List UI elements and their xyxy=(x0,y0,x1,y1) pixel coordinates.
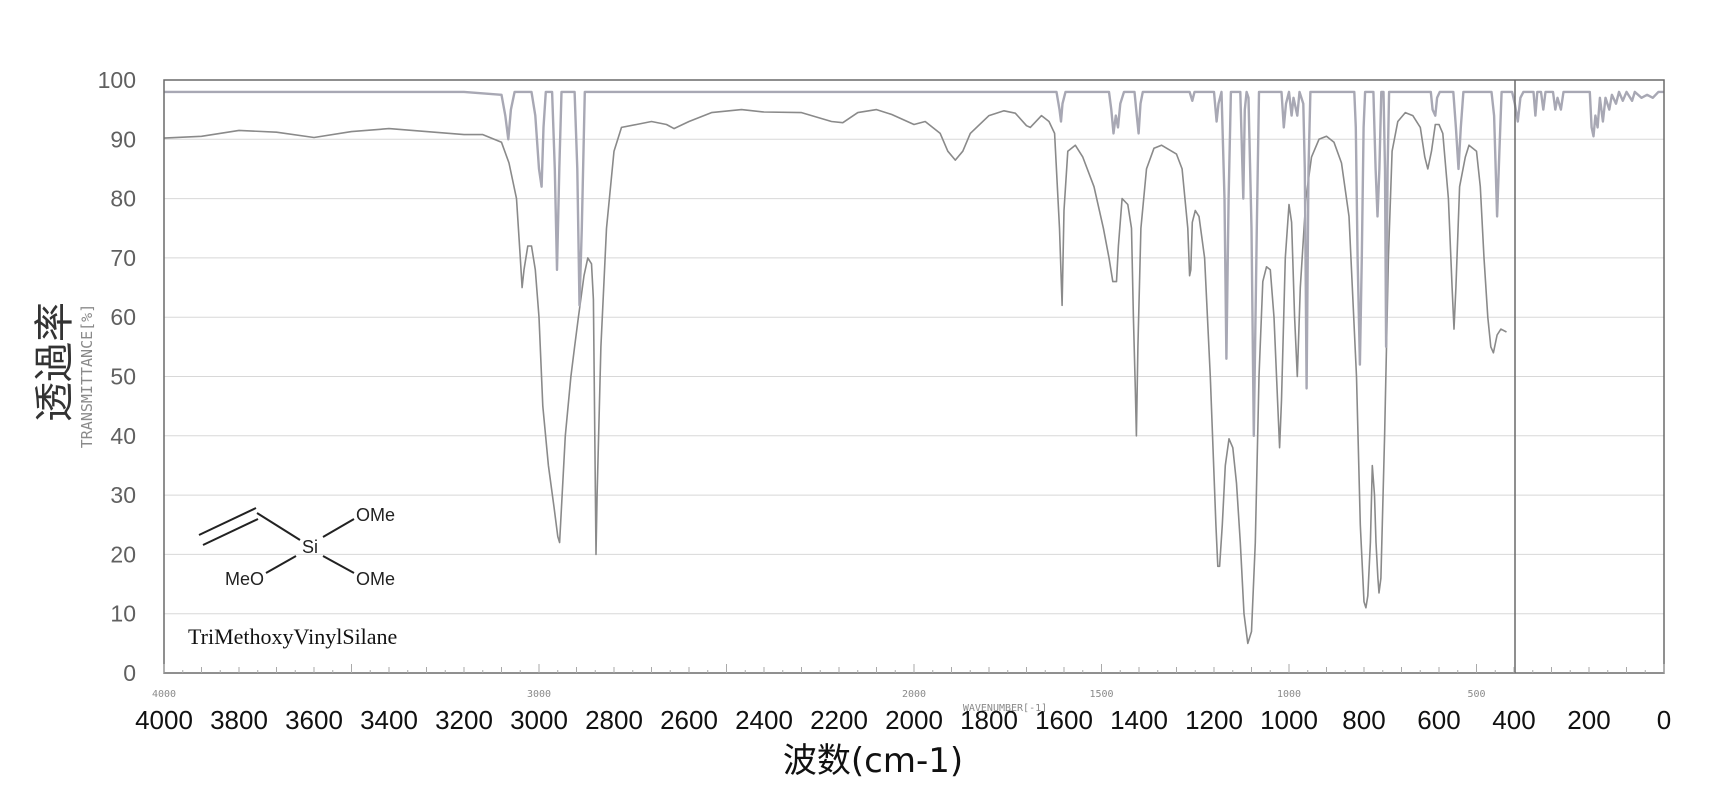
y-tick-label: 10 xyxy=(110,601,136,627)
x-tick-label: 1000 xyxy=(1260,705,1318,735)
y-tick-label: 70 xyxy=(110,245,136,271)
y-tick-label: 60 xyxy=(110,304,136,330)
molecule-structure: Si OMe OMe MeO xyxy=(198,505,395,589)
x-tick-label: 2800 xyxy=(585,705,643,735)
x-tick-label: 200 xyxy=(1567,705,1610,735)
inner-x-axis-label: WAVENUMBER[-1] xyxy=(963,703,1047,714)
inner-x-tick-label: 1500 xyxy=(1089,689,1113,700)
ome-lower-label: OMe xyxy=(356,569,395,589)
x-tick-label: 2200 xyxy=(810,705,868,735)
y-tick-label: 90 xyxy=(110,126,136,152)
si-atom-label: Si xyxy=(302,537,318,557)
x-tick-label: 600 xyxy=(1417,705,1460,735)
inner-x-tick-label: 3000 xyxy=(527,689,551,700)
y-tick-label: 0 xyxy=(123,660,136,686)
y-tick-label: 80 xyxy=(110,186,136,212)
y-tick-label: 40 xyxy=(110,423,136,449)
x-tick-label: 1200 xyxy=(1185,705,1243,735)
x-tick-label: 400 xyxy=(1492,705,1535,735)
x-tick-label: 3600 xyxy=(285,705,343,735)
x-tick-label: 800 xyxy=(1342,705,1385,735)
series-group xyxy=(163,90,1664,645)
x-tick-label: 3200 xyxy=(435,705,493,735)
x-tick-label: 2400 xyxy=(735,705,793,735)
inner-x-tick-label: 2000 xyxy=(902,689,926,700)
x-tick-label: 3000 xyxy=(510,705,568,735)
meo-label: MeO xyxy=(225,569,264,589)
inner-x-tick-label: 500 xyxy=(1467,689,1485,700)
x-tick-label: 0 xyxy=(1657,705,1671,735)
compound-name: TriMethoxyVinylSilane xyxy=(188,624,397,649)
x-tick-label: 1600 xyxy=(1035,705,1093,735)
spectrum-series-1 xyxy=(163,108,1507,645)
y-axis-label: 透過率 xyxy=(32,302,78,422)
y-tick-label: 20 xyxy=(110,541,136,567)
y-tick-label: 50 xyxy=(110,364,136,390)
x-tick-label: 4000 xyxy=(135,705,193,735)
y-tick-label: 100 xyxy=(98,67,136,93)
plot-frame xyxy=(163,79,1665,674)
spectrum-series-2 xyxy=(164,90,1664,437)
x-tick-label: 1400 xyxy=(1110,705,1168,735)
x-tick-label: 3800 xyxy=(210,705,268,735)
x-tick-label: 3400 xyxy=(360,705,418,735)
ome-upper-label: OMe xyxy=(356,505,395,525)
x-tick-label: 1800 xyxy=(960,705,1018,735)
y-tick-label: 30 xyxy=(110,482,136,508)
x-tick-label: 2000 xyxy=(885,705,943,735)
inner-x-tick-label: 1000 xyxy=(1277,689,1301,700)
inner-y-axis-label: TRANSMITTANCE[%] xyxy=(78,304,96,449)
x-axis-label: 波数(cm-1) xyxy=(783,741,963,781)
inner-x-tick-label: 4000 xyxy=(152,689,176,700)
x-tick-label: 2600 xyxy=(660,705,718,735)
